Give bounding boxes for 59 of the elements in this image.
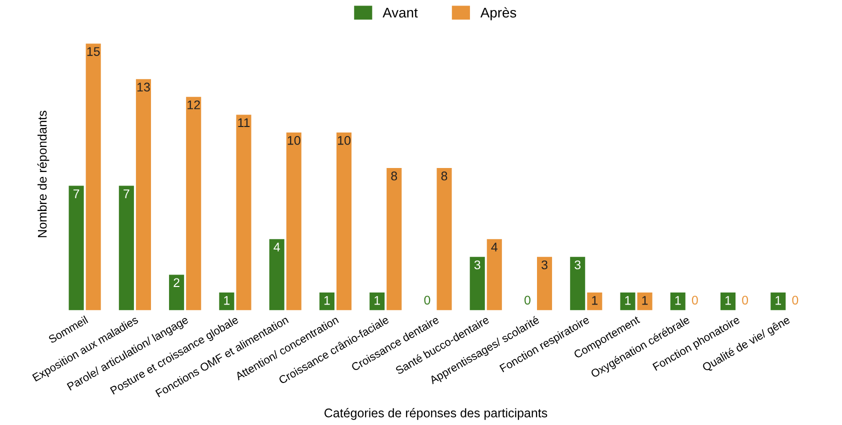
bar	[68, 186, 84, 310]
bar	[436, 168, 452, 310]
bar	[537, 256, 552, 310]
x-axis-title: Catégories de réponses des participants	[324, 408, 548, 420]
data-label: 1	[224, 296, 230, 305]
bar	[118, 186, 134, 310]
bar	[670, 292, 686, 310]
legend-label: Avant	[382, 8, 418, 18]
data-label: 0	[792, 296, 798, 305]
bar	[587, 292, 602, 310]
data-label: 4	[274, 242, 280, 252]
legend-label: Après	[480, 7, 516, 20]
bar	[186, 96, 202, 310]
bar	[720, 292, 736, 310]
data-label: 0	[742, 296, 748, 305]
bar	[386, 168, 402, 310]
data-label: 3	[574, 260, 581, 270]
data-label: 4	[491, 242, 498, 252]
data-label: 1	[642, 296, 648, 305]
data-label: 8	[441, 172, 448, 180]
data-label: 1	[374, 296, 380, 305]
data-label: 1	[776, 296, 782, 305]
data-label: 0	[424, 296, 430, 305]
bar	[219, 292, 234, 310]
data-label: 12	[188, 100, 200, 110]
data-label: 7	[124, 189, 130, 198]
data-label: 8	[391, 172, 398, 180]
bar	[86, 44, 101, 310]
data-label: 1	[324, 296, 330, 305]
data-label: 0	[524, 296, 530, 305]
bar	[470, 256, 485, 310]
data-label: 10	[288, 136, 300, 145]
data-label: 13	[137, 82, 150, 92]
bar	[319, 292, 334, 310]
data-label: 10	[338, 136, 350, 145]
bar	[136, 79, 151, 310]
data-label: 1	[725, 296, 731, 305]
data-label: 1	[592, 296, 598, 305]
bar	[336, 132, 352, 310]
data-label: 1	[675, 296, 681, 305]
bar	[286, 132, 302, 310]
bar	[637, 292, 652, 310]
bar	[620, 292, 636, 310]
data-label: 0	[692, 296, 698, 305]
data-label: 11	[238, 118, 250, 127]
bar	[370, 292, 385, 310]
bar	[169, 274, 184, 310]
bar	[570, 256, 586, 310]
bar	[770, 292, 786, 310]
bar	[269, 239, 284, 310]
data-label: 15	[87, 47, 100, 56]
bar	[486, 239, 502, 310]
data-label: 7	[73, 189, 80, 198]
data-label: 3	[542, 260, 548, 270]
data-label: 3	[474, 260, 480, 270]
bar	[236, 114, 252, 310]
data-label: 2	[174, 278, 180, 287]
y-axis-title: Nombre de répondants	[37, 110, 50, 238]
data-label: 1	[625, 296, 631, 305]
